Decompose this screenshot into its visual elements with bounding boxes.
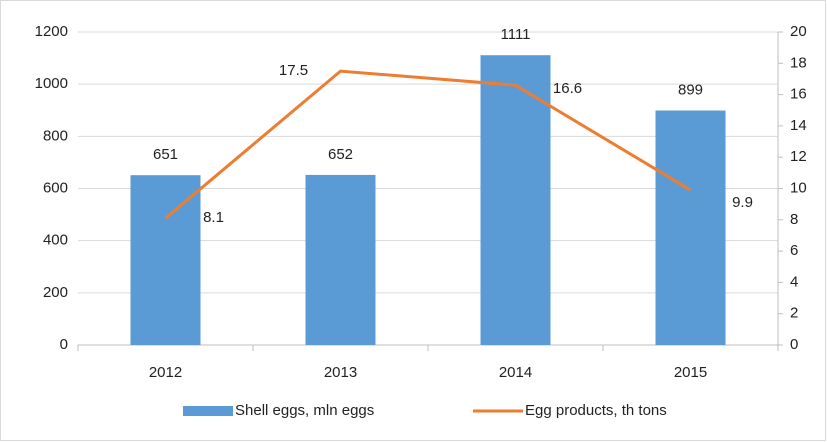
legend-swatch	[183, 406, 233, 416]
y2-tick-label: 4	[790, 273, 798, 290]
bar-value-label: 652	[328, 146, 353, 163]
y-tick-label: 0	[60, 336, 68, 353]
y2-tick-label: 0	[790, 336, 798, 353]
bar	[480, 55, 551, 345]
x-tick-label: 2015	[674, 364, 707, 381]
x-tick-label: 2014	[499, 364, 532, 381]
line	[164, 69, 692, 220]
line-value-label: 9.9	[732, 194, 753, 211]
bar	[130, 175, 201, 345]
y2-tick-label: 2	[790, 305, 798, 322]
line-value-label: 8.1	[203, 209, 224, 226]
y-tick-label: 1000	[35, 75, 68, 92]
legend-label: Shell eggs, mln eggs	[235, 402, 374, 419]
y2-tick-label: 8	[790, 211, 798, 228]
y-tick-label: 600	[43, 179, 68, 196]
y2-tick-label: 14	[790, 117, 807, 134]
x-tick-label: 2012	[149, 364, 182, 381]
line-value-label: 16.6	[553, 80, 582, 97]
y2-tick-label: 20	[790, 23, 807, 40]
y-tick-label: 200	[43, 284, 68, 301]
y2-tick-label: 16	[790, 86, 807, 103]
bar-value-label: 1111	[500, 26, 530, 43]
legend-label: Egg products, th tons	[525, 402, 667, 419]
y2-tick-label: 12	[790, 148, 807, 165]
y-tick-label: 400	[43, 232, 68, 249]
bar	[655, 110, 726, 345]
y2-tick-label: 18	[790, 54, 807, 71]
line-value-label: 17.5	[279, 62, 308, 79]
y-tick-label: 1200	[35, 23, 68, 40]
bar	[305, 174, 376, 345]
y-tick-label: 800	[43, 127, 68, 144]
y2-tick-label: 6	[790, 242, 798, 259]
bar-value-label: 651	[153, 146, 178, 163]
y2-tick-label: 10	[790, 179, 807, 196]
bar-value-label: 899	[678, 81, 703, 98]
x-tick-label: 2013	[324, 364, 357, 381]
